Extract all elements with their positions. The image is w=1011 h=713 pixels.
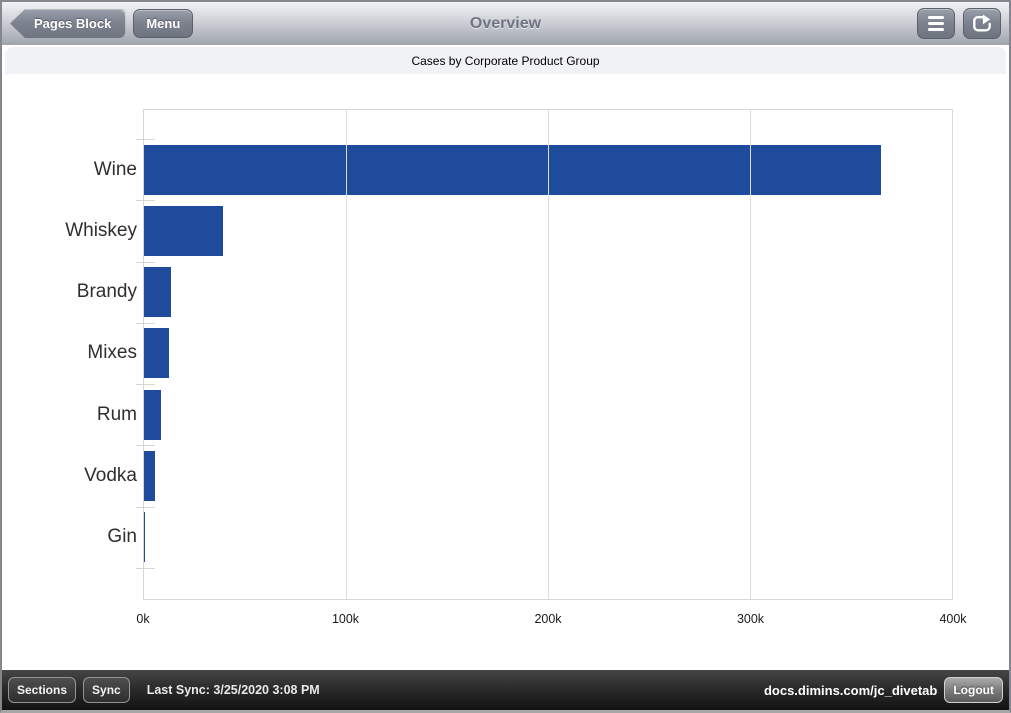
logout-button[interactable]: Logout bbox=[944, 677, 1003, 703]
bar-vodka[interactable] bbox=[144, 451, 155, 502]
chart-title: Cases by Corporate Product Group bbox=[411, 53, 600, 68]
menu-button[interactable]: Menu bbox=[133, 9, 194, 38]
y-axis-label: Rum bbox=[96, 403, 137, 425]
last-sync-status: Last Sync: 3/25/2020 3:08 PM bbox=[146, 683, 320, 697]
y-axis-tick bbox=[136, 384, 155, 386]
chart-band: Whiskey bbox=[65, 200, 952, 261]
y-axis-tick bbox=[136, 139, 155, 140]
x-tick-label: 300k bbox=[736, 612, 765, 626]
x-tick-label: 400k bbox=[939, 612, 967, 626]
bar-rum[interactable] bbox=[144, 389, 161, 440]
chart-region: Wine Whiskey Brandy Mixes Rum Vodka Gin 0k 100k… bbox=[2, 74, 1009, 670]
x-tick-label: 0k bbox=[136, 612, 150, 626]
pages-block-back-button[interactable]: Pages Block bbox=[10, 9, 126, 38]
bottom-toolbar: Sections Sync Last Sync: 3/25/2020 3:08 … bbox=[2, 670, 1009, 710]
chart-title-strip: Cases by Corporate Product Group bbox=[5, 47, 1006, 74]
x-tick-label: 100k bbox=[331, 612, 360, 626]
bars-container: Wine Whiskey Brandy Mixes Rum Vodka Gin bbox=[65, 139, 952, 569]
top-toolbar: Pages Block Menu Overview bbox=[2, 2, 1009, 45]
bar-whiskey[interactable] bbox=[144, 205, 223, 256]
gridline bbox=[346, 110, 347, 599]
gridline bbox=[548, 110, 549, 599]
page-title: Overview bbox=[469, 14, 542, 32]
x-axis-labels: 0k 100k 200k 300k 400k bbox=[136, 612, 966, 632]
plot-area: Wine Whiskey Brandy Mixes Rum Vodka Gin bbox=[65, 109, 953, 600]
y-axis-tick bbox=[136, 445, 155, 447]
gridline bbox=[750, 110, 751, 599]
server-url: docs.dimins.com/jc_divetab bbox=[763, 682, 938, 698]
y-axis-label: Whiskey bbox=[65, 219, 137, 241]
sync-button[interactable]: Sync bbox=[83, 677, 130, 703]
chart-band: Wine bbox=[94, 139, 952, 200]
bar-gin[interactable] bbox=[144, 512, 146, 563]
y-axis-label: Brandy bbox=[76, 281, 137, 303]
list-menu-button[interactable] bbox=[917, 8, 955, 39]
y-axis-tick bbox=[136, 261, 155, 263]
hamburger-icon bbox=[928, 16, 944, 31]
sections-button[interactable]: Sections bbox=[8, 677, 77, 703]
y-axis-label: Mixes bbox=[87, 342, 137, 364]
share-icon bbox=[973, 14, 991, 32]
chart-band: Brandy bbox=[77, 262, 952, 323]
y-axis-tick bbox=[136, 568, 155, 569]
y-axis-label: Wine bbox=[93, 158, 137, 180]
bar-mixes[interactable] bbox=[144, 328, 170, 379]
y-axis-tick bbox=[136, 506, 155, 508]
chart-band: Gin bbox=[107, 507, 952, 568]
chart-band: Mixes bbox=[87, 323, 952, 384]
chart-band: Rum bbox=[97, 384, 952, 445]
share-button[interactable] bbox=[963, 8, 1001, 39]
bar-wine[interactable] bbox=[144, 144, 882, 195]
toolbar-right-group bbox=[917, 8, 1001, 39]
x-tick-label: 200k bbox=[534, 612, 562, 626]
y-axis-tick bbox=[136, 322, 155, 324]
chart-band: Vodka bbox=[84, 445, 952, 506]
toolbar-left-group: Pages Block Menu bbox=[10, 9, 194, 38]
y-axis-label: Vodka bbox=[84, 465, 137, 487]
y-axis-label: Gin bbox=[107, 526, 137, 548]
bar-brandy[interactable] bbox=[144, 267, 172, 318]
gridline bbox=[952, 110, 953, 599]
y-axis-tick bbox=[136, 200, 155, 202]
